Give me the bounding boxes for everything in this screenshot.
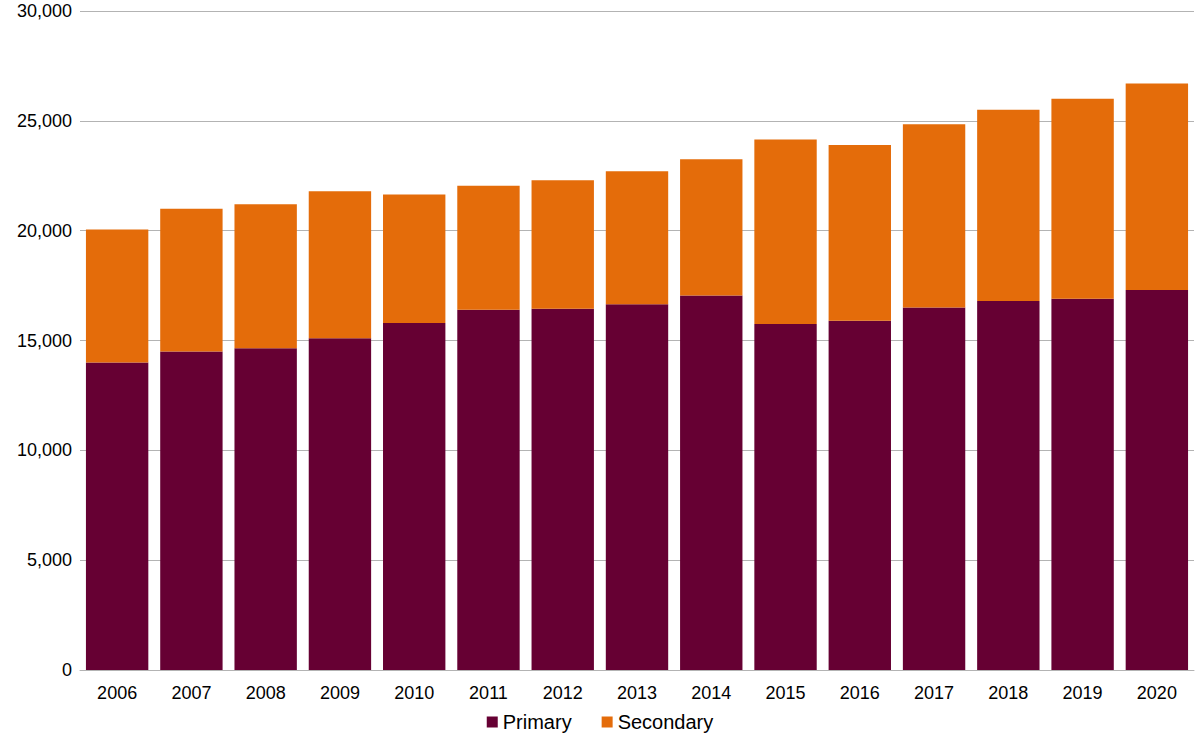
svg-text:Secondary: Secondary [618,711,714,733]
svg-text:2014: 2014 [691,683,731,703]
svg-text:10,000: 10,000 [17,440,72,460]
svg-text:30,000: 30,000 [17,1,72,21]
svg-text:2006: 2006 [97,683,137,703]
svg-text:15,000: 15,000 [17,331,72,351]
svg-text:2017: 2017 [914,683,954,703]
svg-text:Primary: Primary [503,711,572,733]
svg-text:2008: 2008 [246,683,286,703]
svg-text:2020: 2020 [1137,683,1177,703]
svg-text:2015: 2015 [766,683,806,703]
svg-text:2019: 2019 [1063,683,1103,703]
svg-text:25,000: 25,000 [17,111,72,131]
svg-text:5,000: 5,000 [27,550,72,570]
svg-text:2012: 2012 [543,683,583,703]
svg-text:2010: 2010 [394,683,434,703]
svg-text:2018: 2018 [988,683,1028,703]
svg-text:2013: 2013 [617,683,657,703]
svg-text:20,000: 20,000 [17,221,72,241]
svg-text:2009: 2009 [320,683,360,703]
svg-text:2007: 2007 [171,683,211,703]
svg-text:2016: 2016 [840,683,880,703]
svg-text:0: 0 [62,660,72,680]
svg-text:2011: 2011 [469,683,508,703]
